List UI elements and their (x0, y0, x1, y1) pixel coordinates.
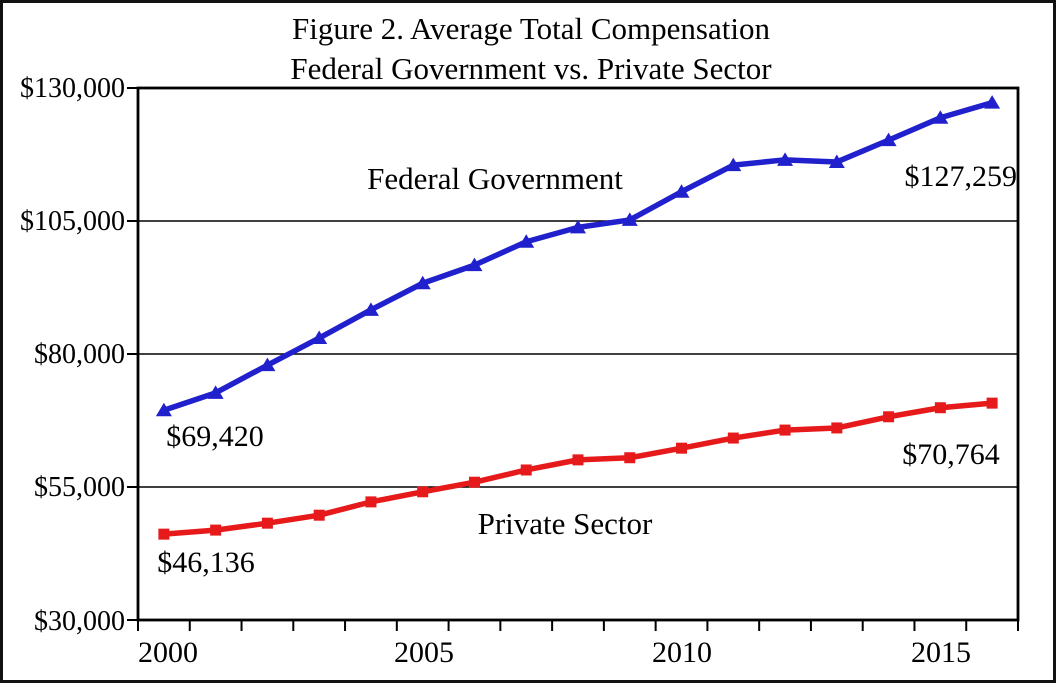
federal-government-marker-2007 (518, 234, 535, 248)
chart-canvas (127, 86, 1020, 631)
federal-government-line (163, 99, 993, 413)
y-axis-tick-label-55000: $55,000 (34, 472, 125, 503)
private-sector-marker-2011 (727, 432, 739, 444)
federal-government-marker-2012 (777, 152, 794, 166)
data-label-private-2016: $70,764 (902, 438, 1000, 471)
private-sector-marker-2006 (468, 476, 480, 488)
private-sector-marker-2004 (365, 496, 377, 508)
private-sector-marker-2001 (210, 524, 222, 536)
series-label-private-sector: Private Sector (477, 506, 653, 541)
data-label-private-2000: $46,136 (157, 546, 255, 579)
federal-government-marker-2015 (932, 110, 949, 124)
federal-government-marker-2002 (259, 357, 276, 372)
series-label-federal-government: Federal Government (367, 161, 623, 196)
private-sector-marker-2015 (934, 402, 946, 414)
x-axis-tick-label-2005: 2005 (394, 636, 454, 669)
federal-government-marker-2003 (311, 330, 328, 345)
federal-government-marker-2013 (828, 154, 845, 168)
x-axis-tick-label-2010: 2010 (652, 636, 712, 669)
private-sector-marker-2014 (883, 411, 895, 423)
federal-government-marker-2004 (362, 302, 379, 316)
federal-government-marker-2001 (207, 385, 224, 399)
federal-government-marker-2011 (725, 157, 742, 172)
chart-title-line1: Figure 2. Average Total Compensation (292, 11, 770, 46)
federal-government-marker-2009 (621, 212, 638, 226)
private-sector-marker-2000 (158, 528, 170, 540)
federal-government-marker-2000 (155, 402, 172, 417)
private-sector-marker-2003 (313, 509, 325, 521)
data-label-federal-2000: $69,420 (166, 420, 264, 453)
chart-title: Figure 2. Average Total Compensation Fed… (29, 9, 1033, 89)
federal-government-marker-2005 (414, 275, 431, 290)
private-sector-marker-2008 (572, 454, 584, 466)
private-sector-marker-2013 (831, 422, 843, 434)
chart-title-line2: Federal Government vs. Private Sector (290, 51, 772, 86)
private-sector-marker-2005 (417, 486, 429, 498)
y-axis-tick-label-80000: $80,000 (34, 339, 125, 370)
federal-government-marker-2010 (673, 184, 690, 198)
federal-government-marker-2008 (570, 219, 586, 234)
y-axis-tick-label-105000: $105,000 (20, 206, 125, 237)
y-axis-tick-label-30000: $30,000 (34, 606, 125, 637)
private-sector-marker-2012 (779, 424, 791, 436)
private-sector-marker-2002 (261, 517, 273, 529)
private-sector-marker-2016 (986, 397, 998, 409)
private-sector-marker-2010 (676, 442, 688, 454)
x-axis-tick-label-2015: 2015 (911, 636, 971, 669)
federal-government-marker-2014 (880, 132, 897, 147)
data-label-federal-2016: $127,259 (904, 160, 1018, 193)
federal-government-marker-2016 (984, 95, 1001, 109)
y-axis-tick-label-130000: $130,000 (20, 73, 125, 104)
private-sector-marker-2009 (624, 452, 636, 464)
federal-government-marker-2006 (466, 257, 483, 272)
x-axis-tick-label-2000: 2000 (138, 636, 198, 669)
private-sector-marker-2007 (520, 464, 532, 476)
